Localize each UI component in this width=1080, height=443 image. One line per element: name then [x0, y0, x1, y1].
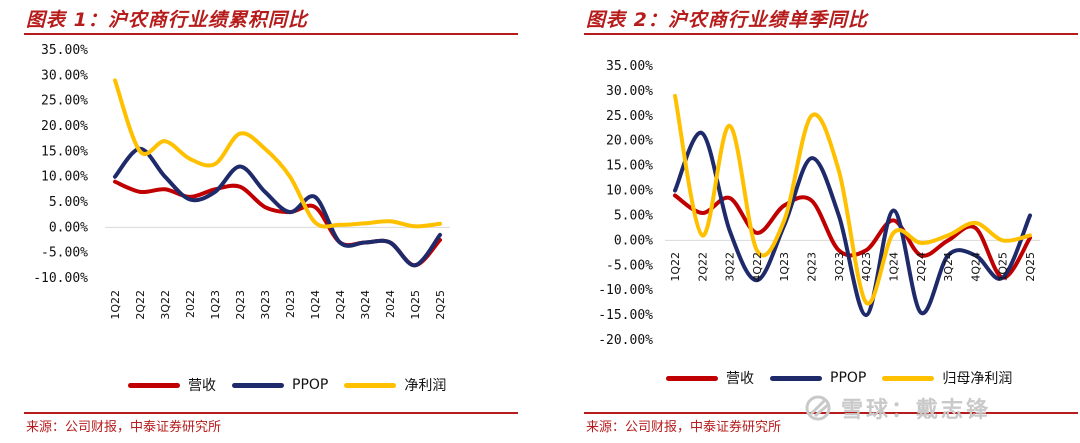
- x-tick-label: 2Q22: [134, 290, 147, 320]
- y-tick-label: 5.00%: [49, 195, 88, 210]
- x-tick-label: 4Q23: [860, 252, 873, 282]
- y-tick-label: -10.00%: [33, 271, 88, 286]
- y-tick-label: -20.00%: [598, 333, 653, 348]
- chart-title: 图表 1：沪农商行业绩累积同比: [26, 9, 308, 31]
- x-tick-label: 1Q23: [209, 290, 222, 320]
- y-tick-label: 25.00%: [41, 94, 88, 109]
- y-tick-label: 35.00%: [41, 43, 88, 58]
- x-tick-label: 3Q24: [359, 290, 372, 320]
- watermark: 雪球：戴志锋: [805, 392, 991, 424]
- chart-panel-1: 图表 1：沪农商行业绩累积同比 -10.00% -5.00% 0.00% 5.00% 1…: [0, 0, 520, 443]
- y-tick-label: 20.00%: [606, 134, 653, 149]
- y-tick-label: 0.00%: [49, 220, 88, 235]
- y-tick-label: -15.00%: [598, 308, 653, 323]
- x-tick-label: 4Q22: [751, 252, 764, 282]
- y-tick-label: 30.00%: [41, 68, 88, 83]
- legend-label-net-profit: 归母净利润: [942, 371, 1013, 387]
- x-tick-label: 1Q22: [669, 252, 682, 282]
- x-tick-label: 2Q25: [1024, 252, 1037, 282]
- x-tick-label: 3Q24: [942, 252, 955, 282]
- legend-label-revenue: 营收: [726, 371, 754, 387]
- x-axis: 1Q22 2Q22 3Q22 4Q22 1Q23 2Q23 3Q23 4Q23 1Q24 2Q24…: [669, 252, 1037, 282]
- footer-divider: [24, 412, 518, 414]
- y-tick-label: 15.00%: [41, 144, 88, 159]
- snowball-logo-icon: [805, 395, 831, 421]
- y-axis: -10.00% -5.00% 0.00% 5.00% 10.00% 15.00% 20.00…: [33, 43, 88, 286]
- x-tick-label: 3Q23: [259, 290, 272, 320]
- y-tick-label: -5.00%: [41, 246, 88, 261]
- source-note: 来源：公司财报，中泰证券研究所: [586, 420, 782, 435]
- legend-label-net-profit: 净利润: [404, 378, 447, 394]
- legend: 营收 PPOP 归母净利润: [666, 368, 1028, 388]
- series-lines: [113, 78, 442, 268]
- x-tick-label: 3Q22: [724, 252, 737, 282]
- x-tick-label: 2Q23: [806, 252, 819, 282]
- x-tick-label: 1Q25: [997, 252, 1010, 282]
- y-tick-label: 0.00%: [614, 233, 653, 248]
- legend-swatch-net-profit: [882, 375, 935, 381]
- legend: 营收 PPOP 净利润: [128, 375, 462, 395]
- y-tick-label: 30.00%: [606, 84, 653, 99]
- series-line-2: [113, 78, 442, 229]
- y-tick-label: 5.00%: [614, 208, 653, 223]
- legend-item-ppop: PPOP: [232, 377, 328, 393]
- title-divider: [584, 33, 1078, 35]
- legend-swatch-ppop: [770, 375, 822, 381]
- x-axis: 1Q22 2Q22 3Q22 2022 1Q23 2Q23 3Q23 2023 1Q24 2Q24…: [109, 290, 447, 320]
- series-line-2: [673, 93, 1032, 306]
- legend-item-net-profit: 归母净利润: [882, 368, 1012, 388]
- legend-item-revenue: 营收: [128, 375, 216, 395]
- footer-divider: [584, 412, 1078, 414]
- chart-title: 图表 2：沪农商行业绩单季同比: [586, 9, 868, 31]
- x-tick-label: 2Q23: [234, 290, 247, 320]
- y-tick-label: -10.00%: [598, 283, 653, 298]
- x-tick-label: 2024: [384, 290, 397, 318]
- x-tick-label: 1Q25: [409, 290, 422, 320]
- y-axis: -20.00% -15.00% -10.00% -5.00% 0.00% 5.00% 10.…: [598, 59, 653, 348]
- source-note: 来源：公司财报，中泰证券研究所: [26, 420, 222, 435]
- x-tick-label: 2Q24: [915, 252, 928, 282]
- y-tick-label: 35.00%: [606, 59, 653, 74]
- legend-item-net-profit: 净利润: [344, 375, 446, 395]
- x-tick-label: 2Q22: [696, 252, 709, 282]
- y-tick-label: 25.00%: [606, 109, 653, 124]
- legend-label-ppop: PPOP: [292, 377, 329, 393]
- x-tick-label: 3Q23: [833, 252, 846, 282]
- series-line-1: [113, 146, 442, 268]
- x-tick-label: 4Q24: [969, 252, 982, 282]
- x-tick-label: 1Q24: [887, 252, 900, 282]
- x-tick-label: 1Q24: [309, 290, 322, 320]
- title-divider: [24, 33, 518, 35]
- y-tick-label: 10.00%: [41, 170, 88, 185]
- legend-swatch-ppop: [232, 382, 284, 388]
- chart-panel-2: 图表 2：沪农商行业绩单季同比 -20.00% -15.00% -10.00% -5.…: [560, 0, 1080, 443]
- x-tick-label: 2023: [284, 290, 297, 318]
- y-tick-label: 20.00%: [41, 119, 88, 134]
- y-tick-label: 15.00%: [606, 159, 653, 174]
- series-lines: [673, 93, 1032, 318]
- x-tick-label: 1Q23: [778, 252, 791, 282]
- legend-item-ppop: PPOP: [770, 370, 866, 386]
- x-tick-label: 2Q24: [334, 290, 347, 320]
- line-chart-cumulative: -10.00% -5.00% 0.00% 5.00% 10.00% 15.00% 20.00…: [33, 43, 450, 320]
- watermark-text: 雪球：戴志锋: [841, 398, 992, 423]
- x-tick-label: 3Q22: [159, 290, 172, 320]
- series-line-0: [113, 179, 442, 268]
- legend-swatch-net-profit: [344, 382, 397, 388]
- x-tick-label: 2022: [184, 290, 197, 318]
- legend-swatch-revenue: [128, 382, 180, 388]
- line-chart-quarterly: -20.00% -15.00% -10.00% -5.00% 0.00% 5.00% 10.…: [598, 59, 1040, 348]
- legend-swatch-revenue: [666, 375, 718, 381]
- series-line-1: [673, 131, 1032, 318]
- legend-label-ppop: PPOP: [830, 370, 867, 386]
- y-tick-label: 10.00%: [606, 184, 653, 199]
- legend-item-revenue: 营收: [666, 368, 754, 388]
- legend-label-revenue: 营收: [188, 378, 216, 394]
- y-tick-label: -5.00%: [606, 258, 653, 273]
- x-tick-label: 2Q25: [434, 290, 447, 320]
- x-tick-label: 1Q22: [109, 290, 122, 320]
